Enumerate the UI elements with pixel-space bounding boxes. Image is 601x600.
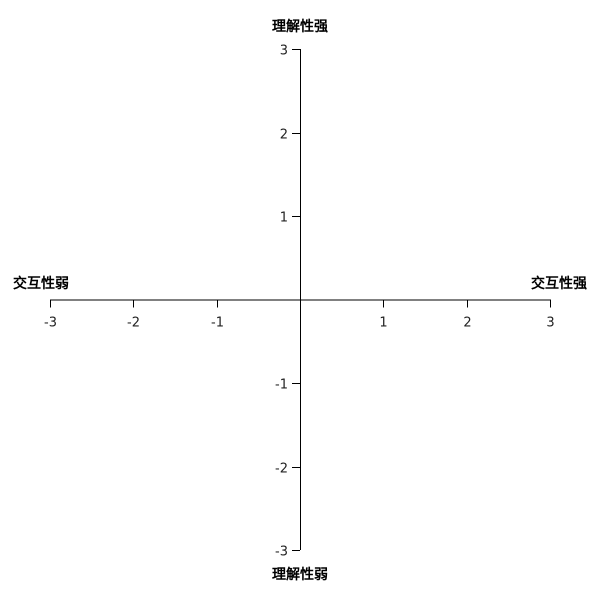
x-tick-label: 1 [379,316,387,331]
y-tick-label: -1 [275,378,288,393]
x-tick-label: -1 [211,316,224,331]
x-tick-label: 3 [546,316,554,331]
y-axis: 3 2 1 -1 -2 -3 [275,44,301,560]
y-axis-negative-label: 理解性弱 [272,566,328,583]
x-axis: -3 -2 -1 1 2 3 [44,299,555,331]
y-axis-ticks: 3 2 1 -1 -2 -3 [275,44,300,560]
x-axis-ticks: -3 -2 -1 1 2 3 [44,299,555,331]
y-tick-label: 2 [280,128,288,143]
x-tick-label: -3 [44,316,57,331]
y-tick-label: -2 [275,462,288,477]
y-tick-label: -3 [275,545,288,560]
y-tick-label: 3 [280,44,288,59]
y-axis-positive-label: 理解性强 [272,18,328,35]
x-axis-negative-label: 交互性弱 [13,275,69,292]
x-tick-label: 2 [463,316,471,331]
x-tick-label: -2 [127,316,140,331]
x-axis-positive-label: 交互性强 [531,275,587,292]
y-tick-label: 1 [280,211,288,226]
